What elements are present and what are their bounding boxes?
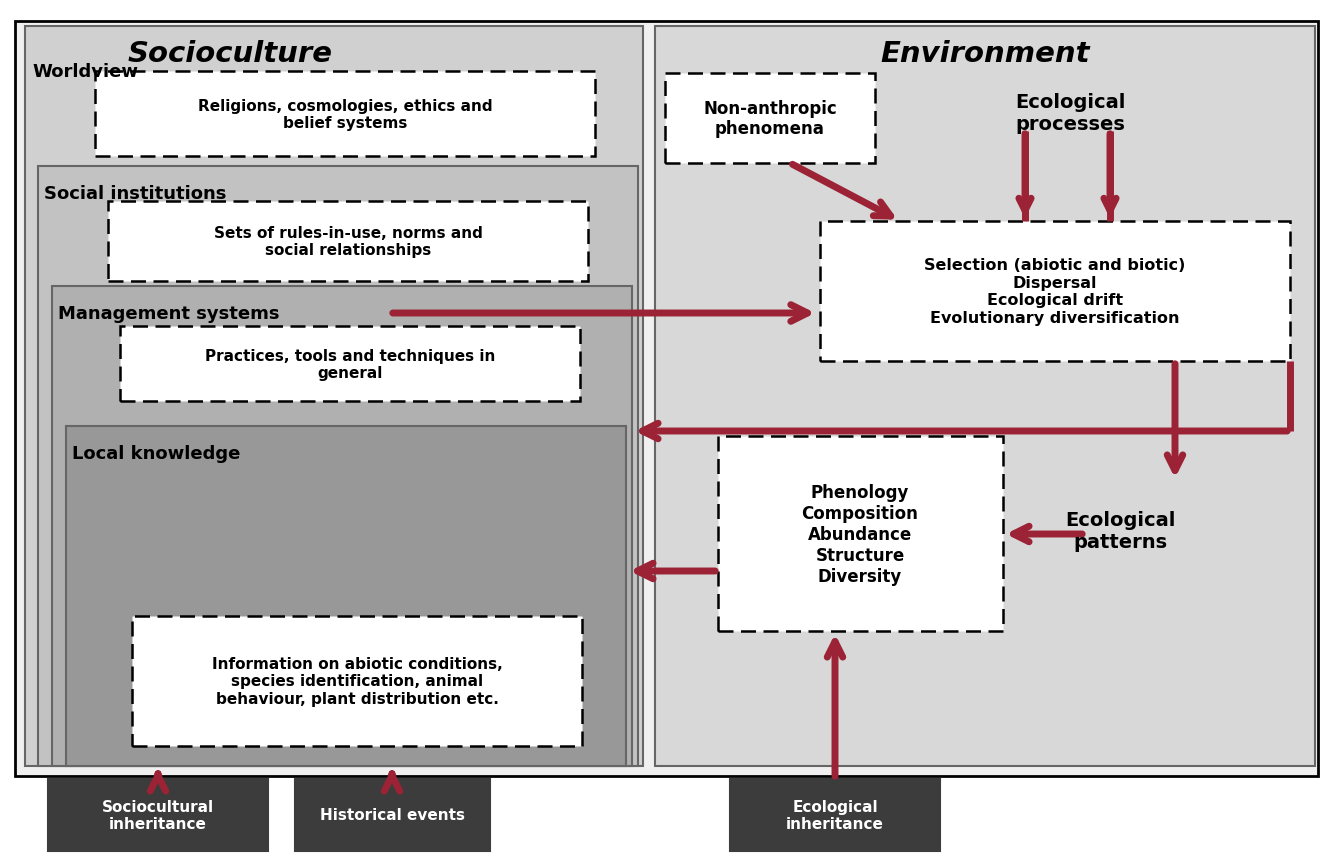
Text: Worldview: Worldview bbox=[32, 63, 139, 81]
Text: Ecological
inheritance: Ecological inheritance bbox=[786, 799, 884, 831]
Text: Sets of rules-in-use, norms and
social relationships: Sets of rules-in-use, norms and social r… bbox=[213, 226, 483, 258]
Bar bbox=[730, 779, 940, 851]
Text: Local knowledge: Local knowledge bbox=[72, 444, 240, 462]
Bar bbox=[95, 72, 595, 157]
Text: Religions, cosmologies, ethics and
belief systems: Religions, cosmologies, ethics and belie… bbox=[197, 99, 492, 131]
Text: Ecological
processes: Ecological processes bbox=[1014, 93, 1125, 134]
Text: Management systems: Management systems bbox=[59, 305, 280, 323]
Bar bbox=[120, 326, 580, 401]
Text: Information on abiotic conditions,
species identification, animal
behaviour, pla: Information on abiotic conditions, speci… bbox=[212, 656, 503, 706]
Text: Practices, tools and techniques in
general: Practices, tools and techniques in gener… bbox=[205, 349, 495, 381]
Text: Social institutions: Social institutions bbox=[44, 185, 227, 202]
Bar bbox=[25, 27, 643, 766]
Bar bbox=[39, 167, 639, 766]
Bar bbox=[295, 779, 491, 851]
Bar bbox=[48, 779, 268, 851]
Text: Environment: Environment bbox=[880, 40, 1090, 68]
Bar bbox=[132, 616, 583, 746]
Text: Sociocultural
inheritance: Sociocultural inheritance bbox=[101, 799, 215, 831]
Bar bbox=[655, 27, 1314, 766]
Text: Historical events: Historical events bbox=[320, 808, 464, 822]
Bar bbox=[67, 426, 627, 766]
Bar bbox=[52, 287, 632, 766]
Bar bbox=[820, 222, 1290, 362]
Text: Socioculture: Socioculture bbox=[128, 40, 332, 68]
Bar bbox=[718, 437, 1002, 631]
Text: Phenology
Composition
Abundance
Structure
Diversity: Phenology Composition Abundance Structur… bbox=[801, 484, 918, 585]
Text: Selection (abiotic and biotic)
Dispersal
Ecological drift
Evolutionary diversifi: Selection (abiotic and biotic) Dispersal… bbox=[924, 258, 1185, 325]
Text: Non-anthropic
phenomena: Non-anthropic phenomena bbox=[702, 100, 837, 139]
Bar bbox=[108, 201, 588, 282]
Bar bbox=[15, 22, 1318, 776]
Bar bbox=[665, 74, 874, 164]
Text: Ecological
patterns: Ecological patterns bbox=[1065, 511, 1176, 552]
